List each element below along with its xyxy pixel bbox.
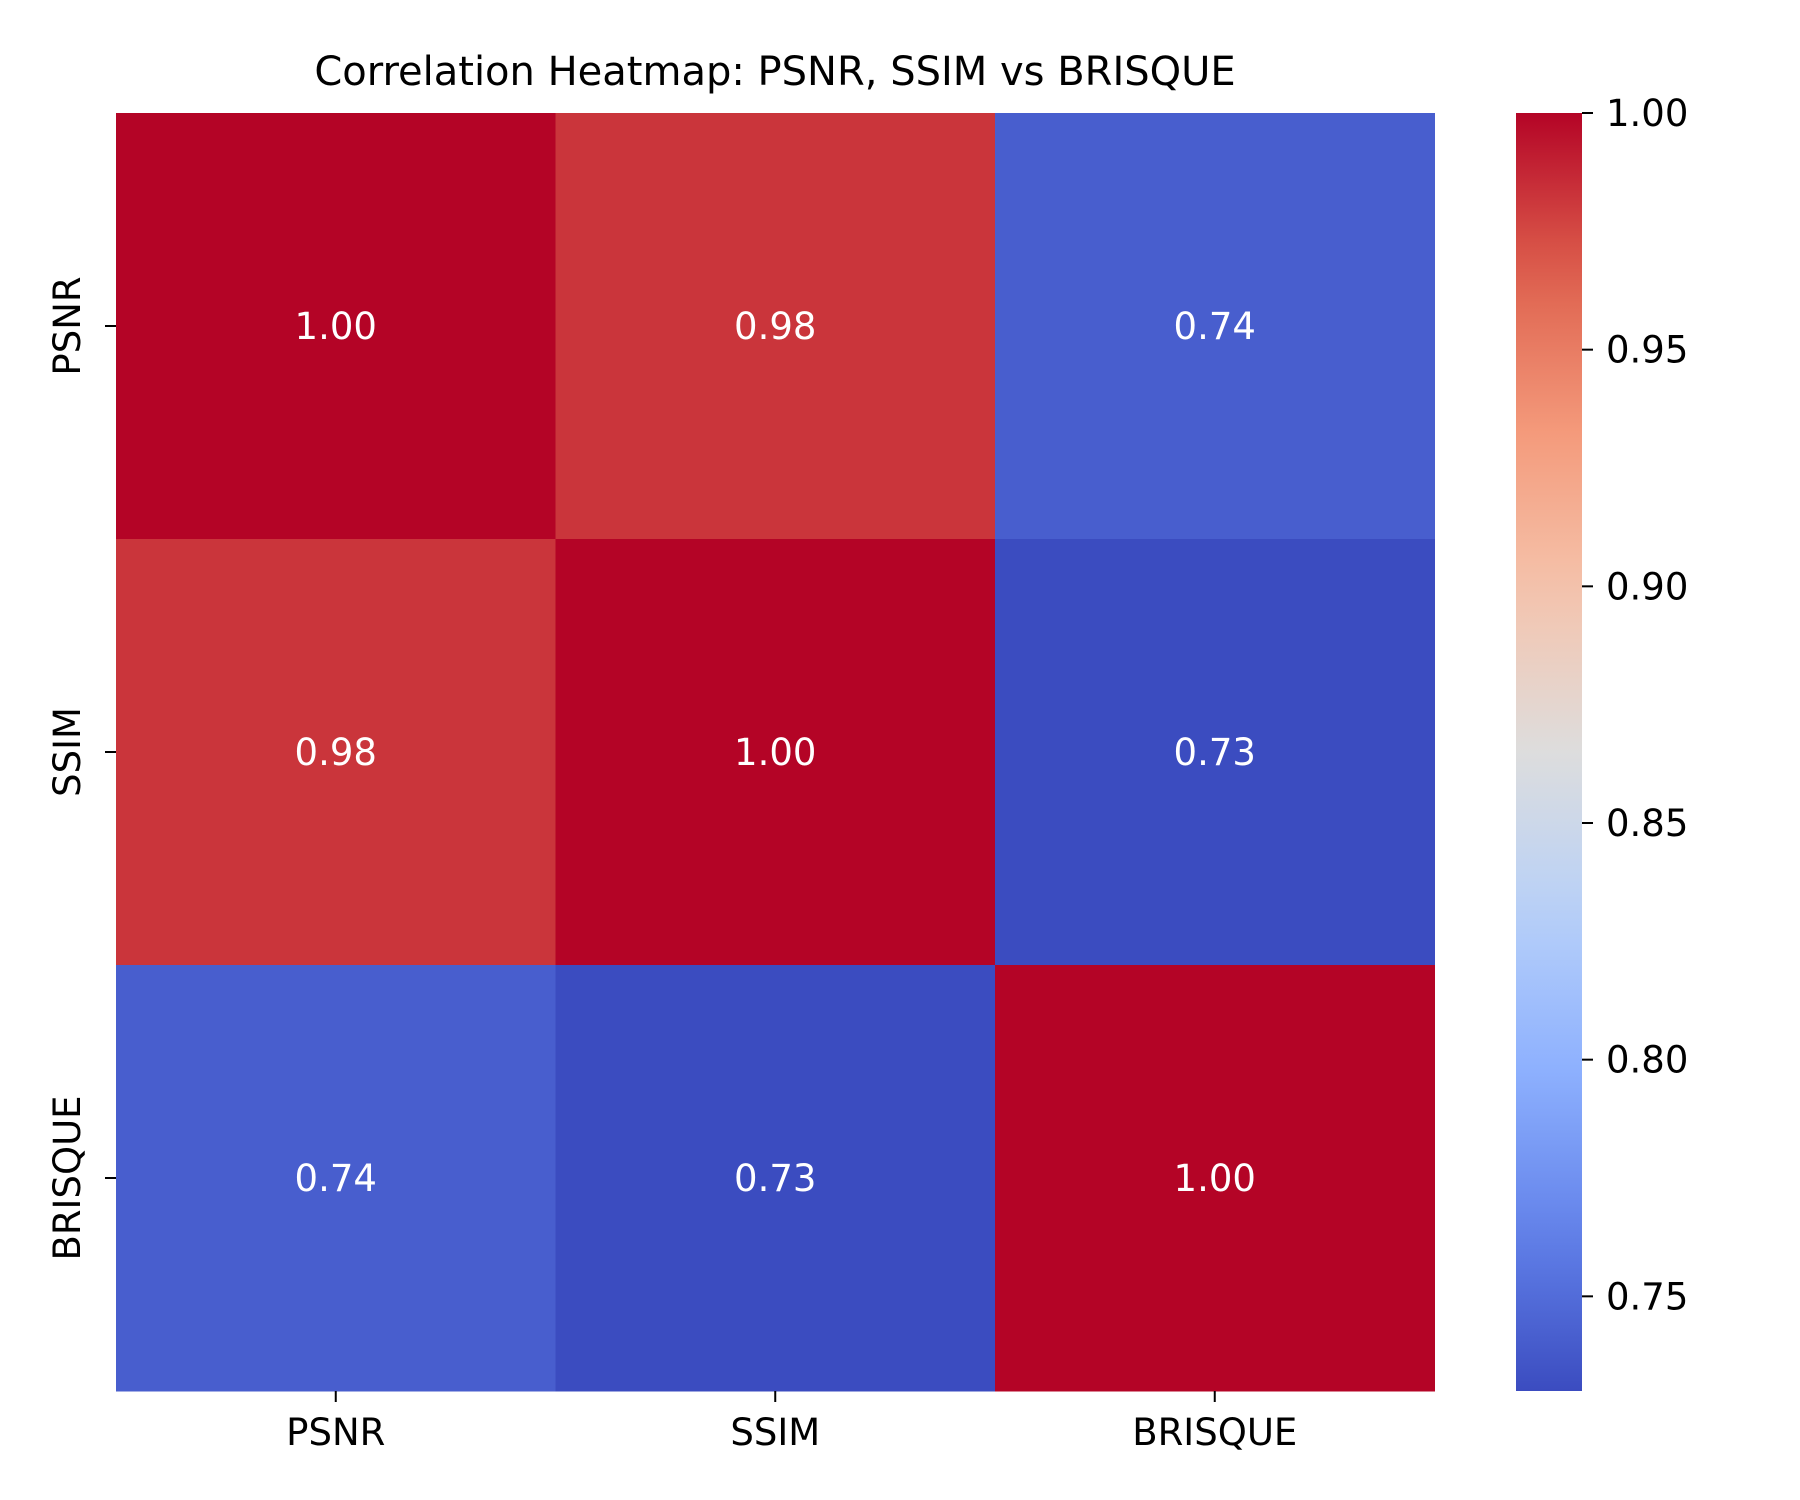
colorbar-tick-label-5: 1.00 xyxy=(1606,92,1688,135)
cell-annotation-1-2: 0.73 xyxy=(1174,731,1256,774)
cell-annotation-0-1: 0.98 xyxy=(734,305,816,348)
x-tick-label-0: PSNR xyxy=(286,1411,385,1454)
cell-annotation-2-0: 0.74 xyxy=(295,1157,377,1200)
y-tick-label-0: PSNR xyxy=(46,276,89,375)
colorbar-tick-label-2: 0.85 xyxy=(1606,802,1688,845)
cell-annotations: 1.00 0.98 0.74 0.98 1.00 0.73 0.74 0.73 1.00 xyxy=(295,305,1256,1200)
colorbar-fill xyxy=(1516,113,1582,1391)
heatmap-cell-1-2 xyxy=(995,539,1435,966)
colorbar-tick-label-3: 0.90 xyxy=(1606,565,1688,608)
x-tick-label-1: SSIM xyxy=(730,1411,820,1454)
y-axis-ticks: PSNR SSIM BRISQUE xyxy=(46,276,116,1261)
heatmap-cell-0-2 xyxy=(995,113,1435,540)
colorbar-tick-label-0: 0.75 xyxy=(1606,1275,1688,1318)
cell-annotation-0-0: 1.00 xyxy=(295,305,377,348)
cell-annotation-2-2: 1.00 xyxy=(1174,1157,1256,1200)
heatmap-cell-0-0 xyxy=(116,113,556,540)
chart-title: Correlation Heatmap: PSNR, SSIM vs BRISQ… xyxy=(314,49,1235,95)
heatmap-cell-0-1 xyxy=(555,113,996,540)
cell-annotation-1-1: 1.00 xyxy=(734,731,816,774)
cell-annotation-0-2: 0.74 xyxy=(1174,305,1256,348)
colorbar-tick-label-4: 0.95 xyxy=(1606,329,1688,372)
heatmap-cell-1-1 xyxy=(555,539,996,966)
heatmap-cell-2-2 xyxy=(995,965,1435,1392)
heatmap-cells xyxy=(116,113,1435,1392)
x-tick-label-2: BRISQUE xyxy=(1132,1411,1297,1454)
y-tick-label-2: BRISQUE xyxy=(46,1095,89,1260)
cell-annotation-2-1: 0.73 xyxy=(734,1157,816,1200)
colorbar-tick-label-1: 0.80 xyxy=(1606,1039,1688,1082)
heatmap-cell-2-0 xyxy=(116,965,556,1392)
heatmap-cell-1-0 xyxy=(116,539,556,966)
cell-annotation-1-0: 0.98 xyxy=(295,731,377,774)
heatmap-cell-2-1 xyxy=(555,965,996,1392)
x-axis-ticks: PSNR SSIM BRISQUE xyxy=(286,1391,1297,1454)
colorbar: 0.75 0.80 0.85 0.90 0.95 1.00 xyxy=(1516,92,1688,1391)
y-tick-label-1: SSIM xyxy=(46,707,89,797)
